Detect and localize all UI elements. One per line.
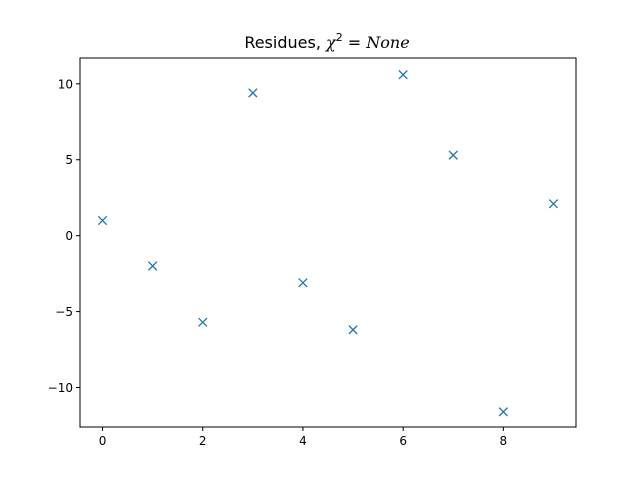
data-point-marker bbox=[198, 317, 208, 327]
x-tick-label: 0 bbox=[99, 434, 107, 448]
y-tick-label: −10 bbox=[48, 381, 73, 395]
chart-title-exponent: 2 bbox=[336, 31, 343, 44]
data-point-marker bbox=[448, 150, 458, 160]
x-tick-label: 8 bbox=[500, 434, 508, 448]
chart-title-equals: = bbox=[343, 33, 367, 52]
y-tick-label: −5 bbox=[55, 305, 73, 319]
data-point-marker bbox=[348, 325, 358, 335]
chart-title-symbol: χ bbox=[325, 33, 337, 52]
chart-title-prefix: Residues, bbox=[244, 33, 326, 52]
points-layer bbox=[97, 70, 559, 417]
data-point-marker bbox=[398, 70, 408, 80]
data-point-marker bbox=[548, 199, 559, 209]
data-point-marker bbox=[498, 407, 509, 417]
y-tick-label: 5 bbox=[65, 153, 73, 167]
data-point-marker bbox=[248, 88, 258, 98]
chart-title: Residues, χ2 = None bbox=[244, 31, 409, 52]
data-point-marker bbox=[298, 278, 308, 288]
ticks-layer: 0 2 4 6 8 10 5 0 −5 −10 bbox=[48, 77, 508, 448]
x-tick-label: 2 bbox=[199, 434, 207, 448]
y-tick-label: 10 bbox=[58, 77, 73, 91]
x-tick-label: 6 bbox=[399, 434, 407, 448]
chart-title-value: None bbox=[365, 33, 409, 52]
x-tick-label: 4 bbox=[299, 434, 307, 448]
data-point-marker bbox=[147, 261, 158, 271]
y-tick-label: 0 bbox=[65, 229, 73, 243]
axes-frame bbox=[79, 57, 577, 428]
data-point-marker bbox=[97, 215, 108, 226]
